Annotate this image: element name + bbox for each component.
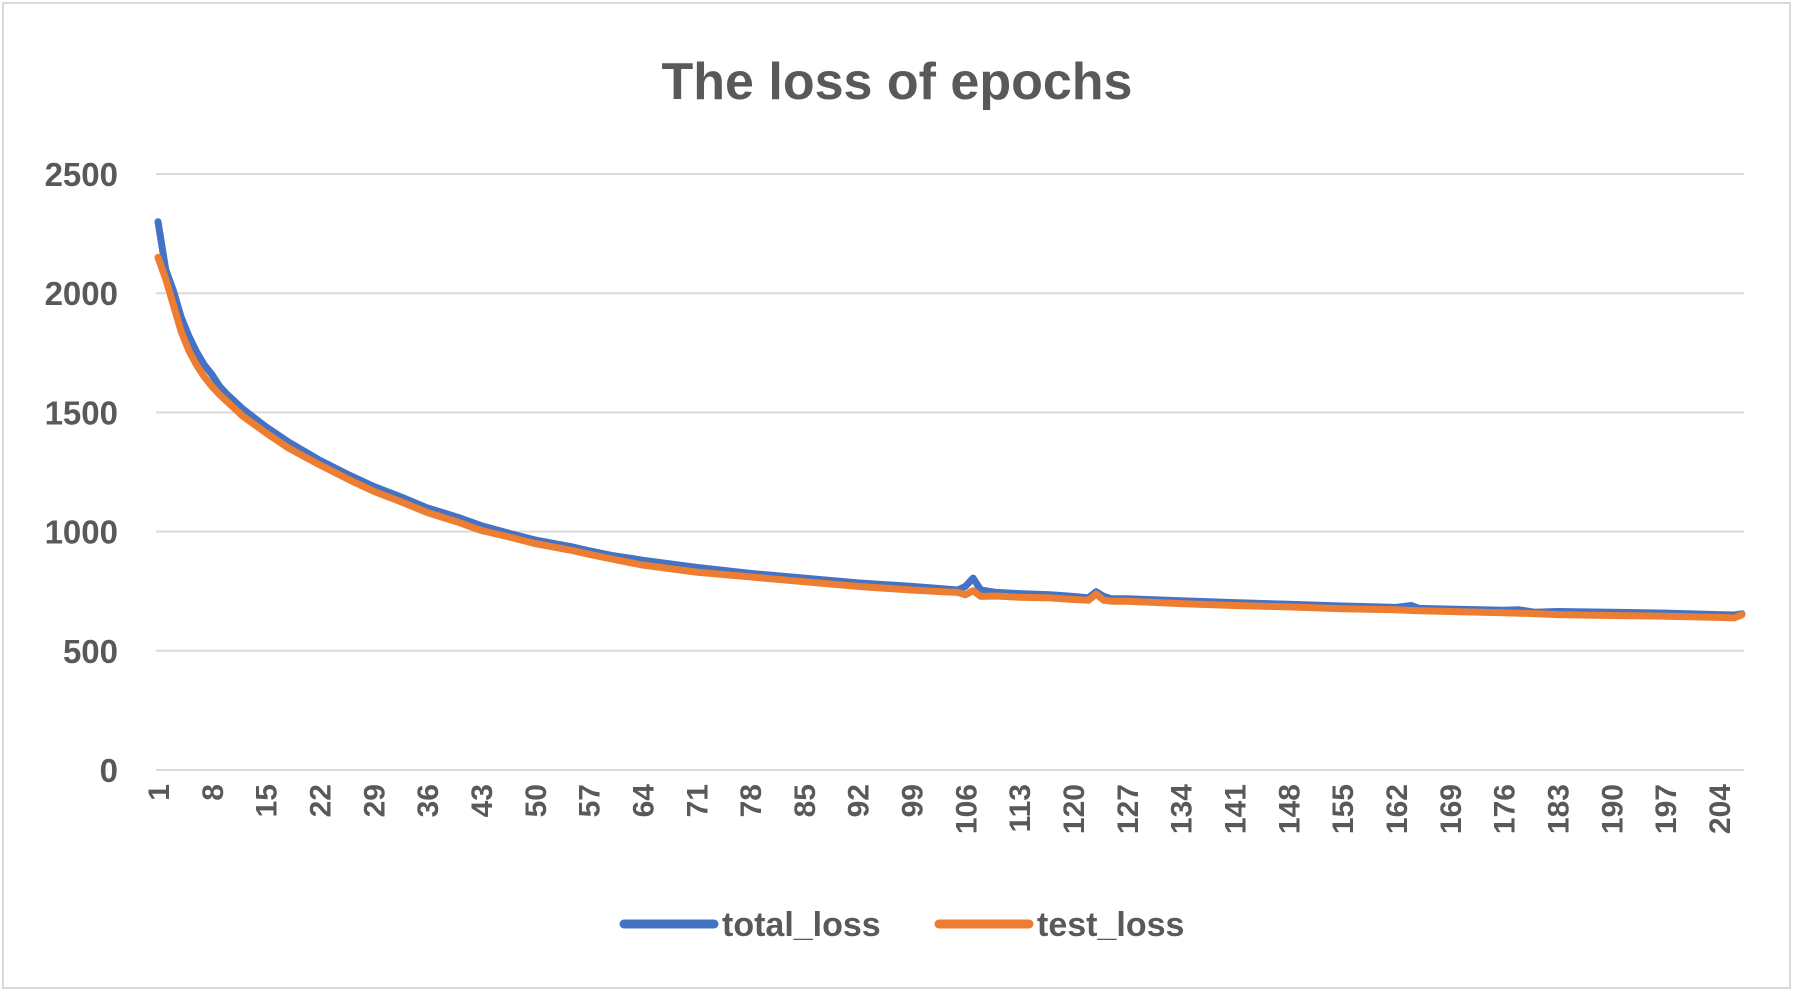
- x-tick-label: 1: [143, 784, 176, 801]
- gridlines: [156, 173, 1744, 771]
- x-tick-label: 190: [1596, 784, 1629, 834]
- x-tick-label: 120: [1058, 784, 1091, 834]
- x-tick-label: 113: [1004, 784, 1037, 832]
- x-tick-label: 36: [412, 784, 445, 817]
- x-tick-label: 85: [789, 784, 822, 817]
- x-tick-label: 57: [574, 784, 607, 817]
- x-tick-label: 8: [197, 784, 230, 801]
- x-tick-label: 183: [1542, 784, 1575, 834]
- series-line-total-loss: [154, 218, 1746, 619]
- y-tick-label: 500: [63, 633, 118, 670]
- x-tick-label: 127: [1112, 784, 1145, 834]
- x-tick-label: 43: [466, 784, 499, 817]
- chart-title: The loss of epochs: [662, 53, 1133, 111]
- x-tick-label: 29: [358, 784, 391, 817]
- y-axis-ticks: 0 500 1000 1500 2000 2500: [45, 156, 118, 789]
- x-tick-label: 169: [1435, 784, 1468, 834]
- x-tick-label: 64: [627, 784, 660, 818]
- x-tick-label: 78: [735, 784, 768, 817]
- line-chart: The loss of epochs 05001000150020002500 …: [45, 53, 1746, 944]
- x-tick-label: 197: [1650, 784, 1683, 834]
- x-tick-label: 22: [304, 784, 337, 817]
- x-tick-label: 155: [1327, 784, 1360, 834]
- x-tick-label: 99: [897, 784, 930, 817]
- y-tick-label: 1500: [45, 394, 118, 431]
- y-tick-label: 2000: [45, 275, 118, 312]
- x-tick-label: 92: [843, 784, 876, 817]
- legend-label-total-loss: total_loss: [722, 906, 881, 944]
- x-tick-label: 162: [1381, 784, 1414, 834]
- y-tick-label: 1000: [45, 514, 118, 551]
- x-tick-label: 141: [1220, 784, 1253, 834]
- x-tick-label: 204: [1704, 784, 1737, 834]
- x-tick-label: 71: [681, 784, 714, 817]
- legend: total_loss test_loss: [619, 906, 1184, 944]
- x-tick-label: 148: [1273, 784, 1306, 834]
- x-tick-label: 176: [1489, 784, 1522, 834]
- series-line-test-loss: [154, 253, 1746, 622]
- series-lines: [154, 218, 1746, 622]
- legend-label-test-loss: test_loss: [1037, 906, 1184, 944]
- y-tick-label: 2500: [45, 156, 118, 193]
- x-tick-label: 50: [520, 784, 553, 817]
- y-tick-label: 0: [100, 752, 118, 789]
- x-axis-ticks: 1 8 15 22 29 36 43 50 57 64 71 78 85 92 99 106 113 120 127…: [143, 784, 1737, 834]
- x-tick-label: 15: [251, 784, 284, 817]
- x-tick-label: 134: [1166, 784, 1199, 834]
- x-tick-label: 106: [950, 784, 983, 834]
